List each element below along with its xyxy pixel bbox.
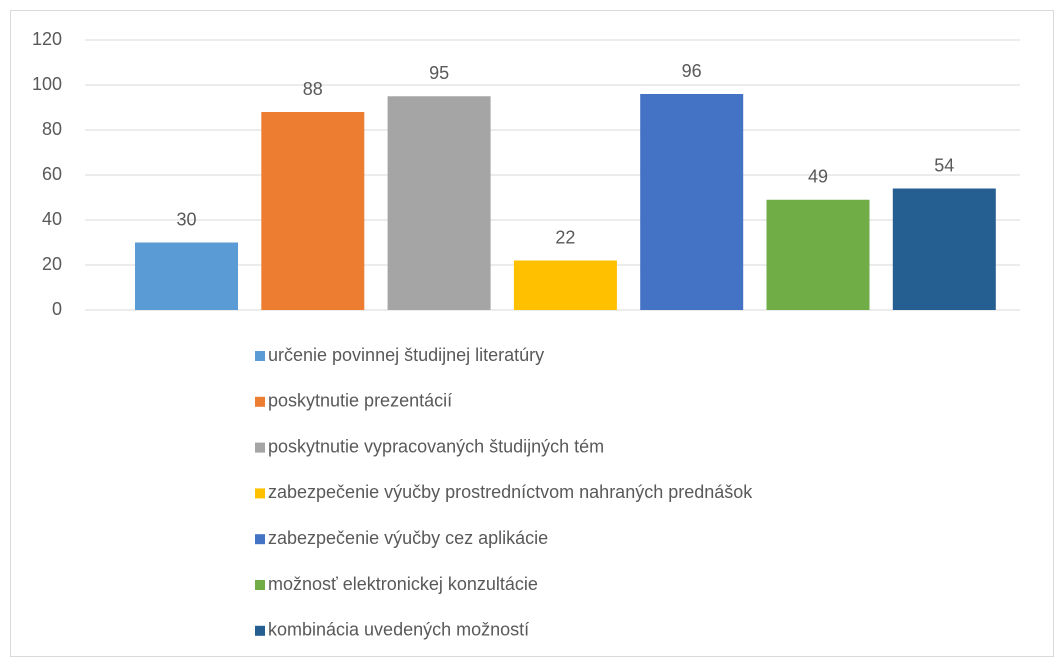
legend-swatch xyxy=(255,625,265,636)
legend-swatch xyxy=(255,488,265,499)
legend-swatch xyxy=(255,351,265,361)
data-label: 30 xyxy=(176,209,196,229)
y-tick-label: 40 xyxy=(42,209,62,229)
legend-swatch xyxy=(255,534,265,545)
y-tick-label: 80 xyxy=(42,119,62,139)
chart-frame xyxy=(10,10,1054,657)
bar xyxy=(135,242,238,310)
legend-swatch xyxy=(255,442,265,453)
legend-label: kombinácia uvedených možností xyxy=(268,620,529,640)
data-label: 96 xyxy=(682,61,702,81)
legend-label: zabezpečenie výučby cez aplikácie xyxy=(268,528,548,548)
y-tick-label: 100 xyxy=(32,74,62,94)
bar xyxy=(513,260,617,310)
data-label: 95 xyxy=(429,63,449,83)
bar xyxy=(766,199,870,310)
data-label: 54 xyxy=(934,155,954,175)
data-label: 49 xyxy=(808,167,828,187)
bar xyxy=(387,96,491,310)
bar xyxy=(640,94,744,310)
legend-label: možnosť elektronickej konzultácie xyxy=(268,574,538,594)
legend-label: zabezpečenie výučby prostredníctvom nahr… xyxy=(268,482,753,502)
legend-label: poskytnutie vypracovaných študijných tém xyxy=(268,436,604,456)
bar xyxy=(892,188,996,310)
data-label: 22 xyxy=(555,227,575,247)
data-label: 88 xyxy=(303,79,323,99)
y-tick-label: 20 xyxy=(42,254,62,274)
legend-label: určenie povinnej študijnej literatúry xyxy=(268,345,544,365)
y-tick-label: 60 xyxy=(42,164,62,184)
legend-swatch xyxy=(255,396,265,407)
y-tick-label: 0 xyxy=(52,299,62,319)
y-tick-label: 120 xyxy=(32,29,62,49)
legend-label: poskytnutie prezentácií xyxy=(268,391,452,411)
bar xyxy=(261,112,365,310)
legend-swatch xyxy=(255,580,265,590)
